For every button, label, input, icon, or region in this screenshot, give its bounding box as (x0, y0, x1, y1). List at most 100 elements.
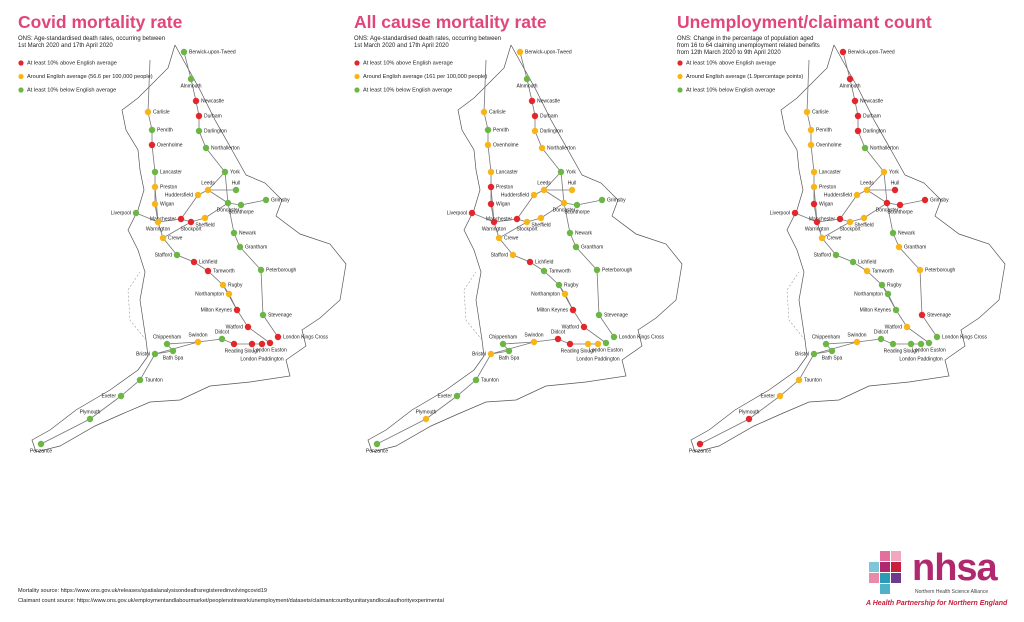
station-label: London Euston (589, 347, 623, 353)
station-dot (561, 290, 569, 298)
station-dot (499, 340, 507, 348)
station-label: Wigan (496, 201, 510, 207)
station-label: Newcastle (201, 98, 224, 104)
station-dot (594, 340, 602, 348)
station-label: Plymouth (739, 409, 760, 415)
station-dot (891, 186, 899, 194)
station-dot (230, 340, 238, 348)
station-label: Grimsby (930, 197, 949, 203)
station-label: Swindon (188, 332, 207, 338)
station-label: Tamworth (872, 268, 894, 274)
station-dot (487, 200, 495, 208)
england-outline (690, 44, 1006, 453)
legend-label: Around English average (161 per 100,000 … (363, 74, 487, 80)
station-dot (846, 75, 854, 83)
station-label: Stevenage (604, 312, 628, 318)
station-dot (177, 215, 185, 223)
station-label: Warrington (482, 226, 506, 232)
station-dot (258, 340, 266, 348)
legend-label: At least 10% above English average (363, 60, 453, 66)
station-label: London Kings Cross (619, 334, 665, 340)
station-label: Hull (891, 180, 900, 186)
station-dot (190, 258, 198, 266)
station-dot (554, 335, 562, 343)
station-label: Milton Keynes (201, 307, 233, 313)
station-label: Northampton (854, 291, 883, 297)
station-label: Northallerton (547, 145, 576, 151)
station-label: Carlisle (489, 109, 506, 115)
rail-line (40, 338, 262, 445)
station-dot (237, 201, 245, 209)
station-dot (453, 392, 461, 400)
station-dot (187, 218, 195, 226)
map-description: ONS: Age-standardised death rates, occur… (354, 36, 502, 49)
legend-label: At least 10% above English average (686, 60, 776, 66)
station-label: Stevenage (268, 312, 292, 318)
station-dot (195, 127, 203, 135)
station-label: Exeter (438, 393, 453, 399)
station-label: Swindon (847, 332, 866, 338)
station-label: Didcot (874, 329, 889, 335)
station-label: Grimsby (607, 197, 626, 203)
station-label: Bath Spa (163, 355, 184, 361)
station-dot (580, 323, 588, 331)
legend-swatch (18, 73, 24, 80)
rail-line (376, 338, 598, 445)
station-label: Peterborough (925, 267, 956, 273)
station-dot (513, 215, 521, 223)
station-dot (807, 126, 815, 134)
station-dot (224, 199, 232, 207)
england-outline (367, 44, 683, 453)
station-label: Durham (863, 113, 881, 119)
station-dot (37, 440, 45, 448)
station-dot (933, 333, 941, 341)
station-dot (218, 335, 226, 343)
station-label: Chippenham (812, 334, 840, 340)
station-label: Lichfield (858, 259, 877, 265)
map-title: Covid mortality rate (18, 12, 183, 32)
station-dot (776, 392, 784, 400)
station-label: Taunton (145, 377, 163, 383)
station-dot (221, 168, 229, 176)
station-dot (487, 168, 495, 176)
rail-line (699, 338, 921, 445)
station-dot (136, 376, 144, 384)
map: At least 10% above English average Around… (677, 44, 1006, 454)
legend-label: At least 10% below English average (363, 87, 452, 93)
station-dot (117, 392, 125, 400)
map-description: ONS: Age-standardised death rates, occur… (18, 36, 166, 49)
legend-label: At least 10% above English average (27, 60, 117, 66)
station-dot (195, 112, 203, 120)
station-label: Grantham (904, 244, 926, 250)
station-label: London Kings Cross (283, 334, 329, 340)
station-dot (813, 218, 821, 226)
station-dot (232, 186, 240, 194)
station-dot (573, 201, 581, 209)
station-dot (537, 214, 545, 222)
logo-subtitle: Northern Health Science Alliance (915, 589, 989, 595)
map-title: Unemployment/claimant count (677, 12, 932, 32)
station-label: Reading (225, 348, 244, 354)
station-label: Milton Keynes (860, 307, 892, 313)
station-dot (555, 281, 563, 289)
station-label: Exeter (761, 393, 776, 399)
station-label: Penzance (30, 448, 52, 454)
station-label: Milton Keynes (537, 307, 569, 313)
station-label: Berwick-upon-Tweed (525, 49, 572, 55)
station-dot (151, 183, 159, 191)
station-label: York (230, 169, 240, 175)
station-dot (566, 229, 574, 237)
station-dot (487, 183, 495, 191)
station-dot (202, 144, 210, 152)
station-label: Taunton (804, 377, 822, 383)
legend-label: At least 10% below English average (27, 87, 116, 93)
station-label: Stockport (516, 226, 538, 232)
station-label: Oxenholme (157, 142, 183, 148)
station-dot (907, 340, 915, 348)
station-dot (602, 339, 610, 347)
station-dot (505, 347, 513, 355)
station-label: London Kings Cross (942, 334, 988, 340)
station-dot (484, 141, 492, 149)
station-dot (163, 340, 171, 348)
station-label: Stafford (155, 252, 173, 258)
